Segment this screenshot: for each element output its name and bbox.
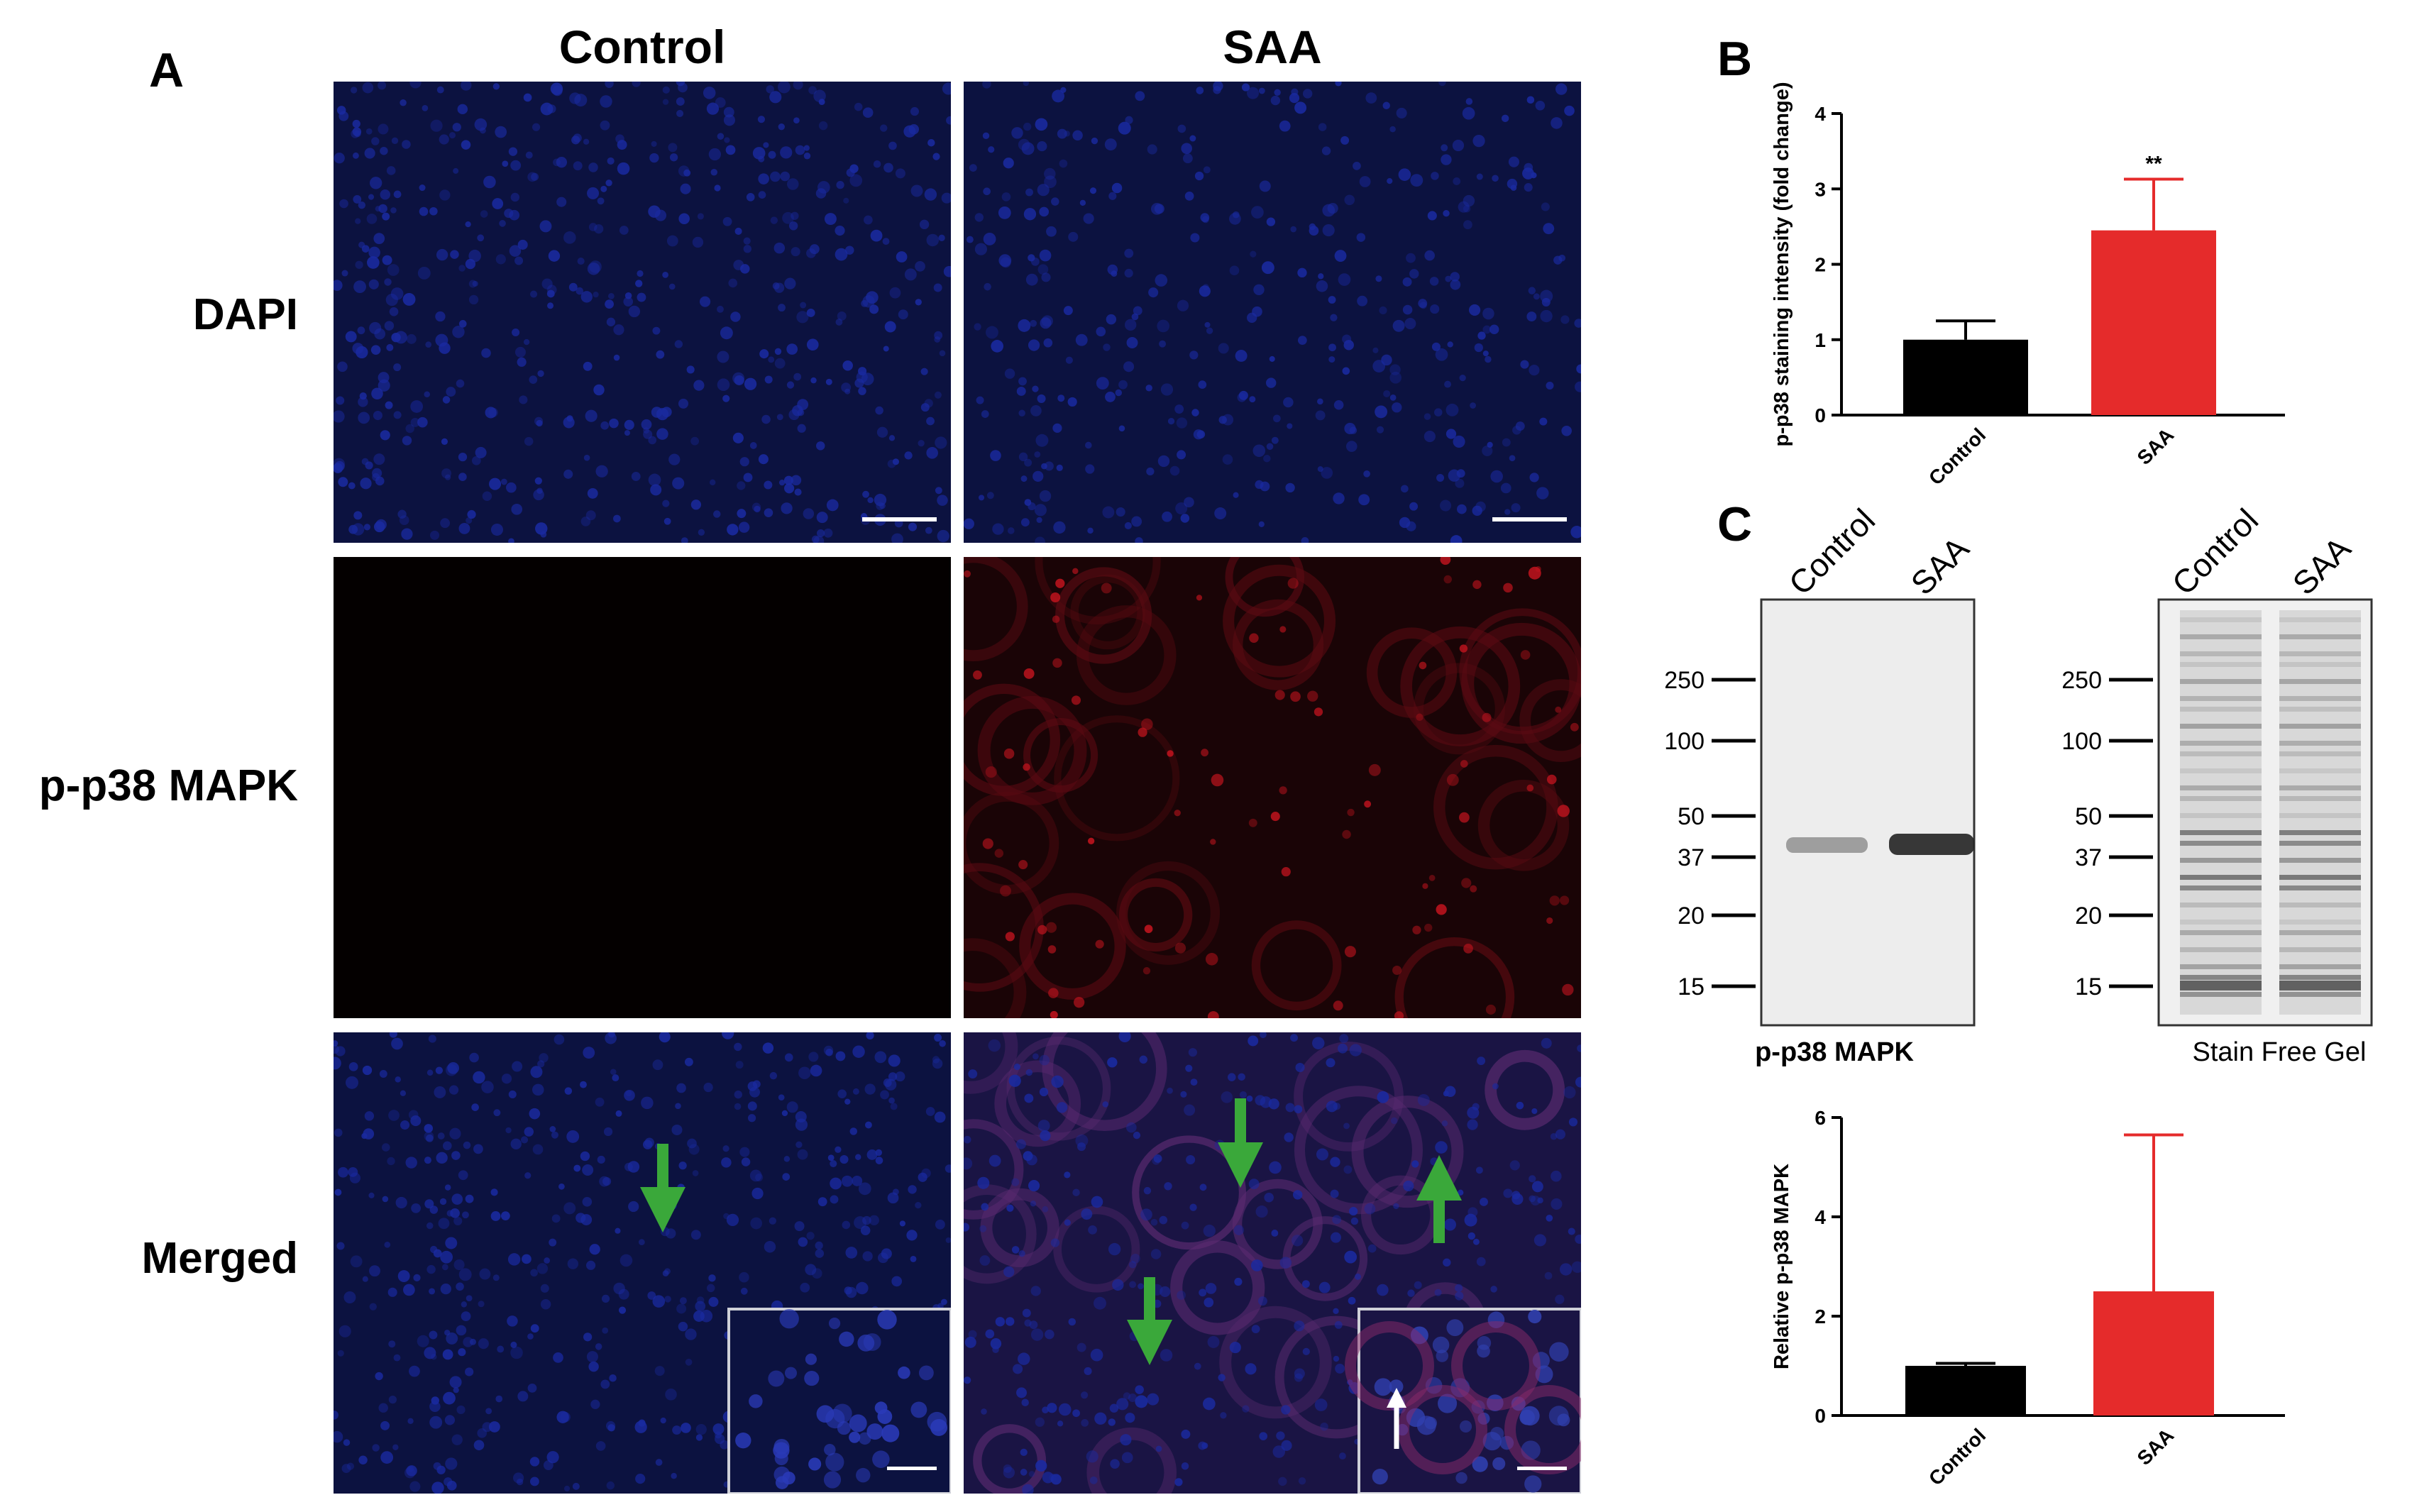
y-tick-label: 2: [1814, 1306, 1826, 1328]
chart-b: 0 1 2 3 4 p-p38 staining intensity (fold chan…: [1771, 82, 2285, 490]
marker-label: 15: [1678, 973, 1705, 1000]
y-tick-label: 0: [1814, 1405, 1826, 1427]
scale-bar: [862, 517, 937, 522]
bar: [2091, 230, 2216, 415]
y-tick-label: 3: [1814, 178, 1826, 200]
gel-lane: [2180, 610, 2262, 1015]
y-tick-label: 6: [1814, 1107, 1826, 1129]
gel-lane: [2279, 610, 2361, 1015]
tile-merged-control: [334, 1032, 951, 1494]
marker-label: 20: [1678, 903, 1705, 929]
x-tick-label: SAA: [2133, 1424, 2179, 1469]
bar: [1903, 339, 2028, 415]
blot-caption-left: p-p38 MAPK: [1755, 1037, 1914, 1067]
marker-label: 37: [2075, 844, 2102, 871]
chart-c: 0 2 4 6 Relative p-p38 MAPK Control SAA: [1771, 1107, 2285, 1490]
band-control: [1786, 837, 1868, 853]
marker-label: 50: [2075, 803, 2102, 830]
marker-label: 100: [1664, 728, 1705, 755]
col-title-saa: SAA: [1223, 21, 1322, 73]
y-tick-label: 4: [1814, 1206, 1826, 1228]
blot-p38: [1760, 598, 1976, 1027]
y-axis-label: p-p38 staining intensity (fold change): [1771, 82, 1793, 447]
x-tick-label: Control: [1924, 1424, 1990, 1489]
marker-label: 250: [1664, 667, 1705, 694]
row-title-merged: Merged: [141, 1234, 298, 1283]
tile-p38-saa: [964, 557, 1581, 1018]
marker-label: 20: [2075, 903, 2102, 929]
row-title-p38: p-p38 MAPK: [38, 761, 298, 810]
panel-c-label: C: [1717, 497, 1753, 551]
panel-a-label: A: [149, 43, 185, 97]
bar: [1905, 1366, 2026, 1416]
x-tick-label: Control: [1924, 424, 1990, 489]
panel-b-label: B: [1717, 32, 1753, 86]
scale-bar: [1492, 517, 1567, 522]
marker-label: 15: [2075, 973, 2102, 1000]
significance-annotation: **: [2145, 152, 2162, 175]
tile-dapi-control: [334, 82, 951, 543]
band-saa: [1889, 834, 1974, 855]
tile-merged-saa: [964, 1032, 1581, 1494]
y-tick-label: 0: [1814, 404, 1826, 426]
western-blots: 250 100 50 37 20 15 250 100 50 37 20 15: [1664, 598, 2373, 1027]
marker-label: 50: [1678, 803, 1705, 830]
x-tick-label: SAA: [2133, 424, 2179, 469]
col-title-control: Control: [558, 21, 726, 73]
y-tick-label: 1: [1814, 329, 1826, 351]
marker-label: 100: [2061, 728, 2102, 755]
marker-label: 250: [2061, 667, 2102, 694]
y-axis-label: Relative p-p38 MAPK: [1771, 1164, 1793, 1369]
y-tick-label: 2: [1814, 254, 1826, 276]
bar: [2093, 1291, 2214, 1416]
y-tick-label: 4: [1814, 103, 1826, 125]
tile-dapi-saa: [964, 82, 1581, 543]
row-title-dapi: DAPI: [192, 290, 298, 339]
tile-p38-control: [334, 557, 951, 1018]
blot-caption-right: Stain Free Gel: [2192, 1037, 2367, 1067]
marker-label: 37: [1678, 844, 1705, 871]
